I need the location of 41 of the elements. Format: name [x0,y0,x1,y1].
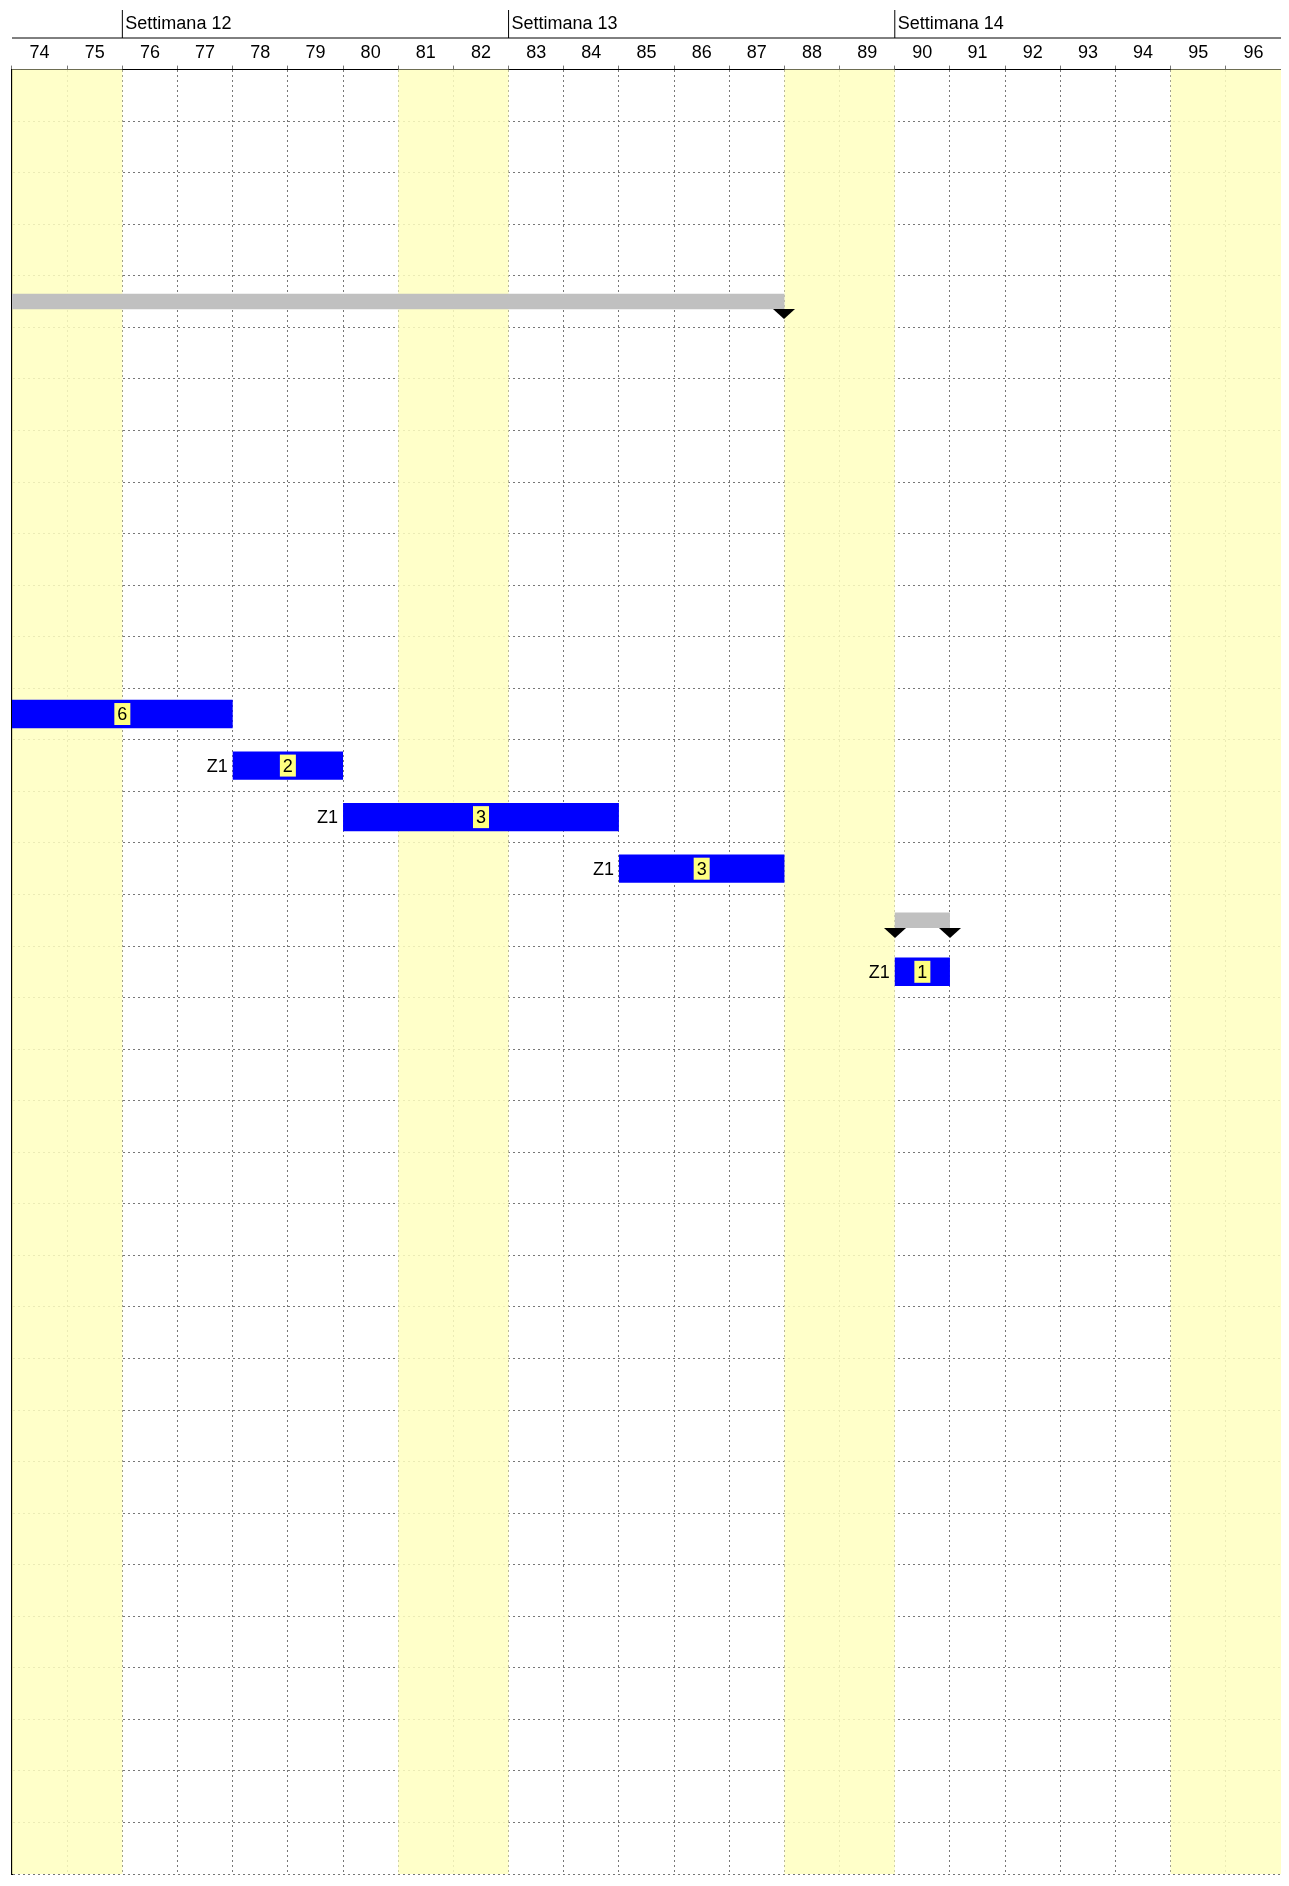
x-tick-label: 94 [1133,41,1154,62]
x-tick-label: 81 [415,41,436,62]
x-tick-label: 76 [139,41,160,62]
x-tick-label: 88 [802,41,823,62]
x-tick-label: 85 [636,41,657,62]
x-tick-label: 77 [195,41,216,62]
annotation: Z1 [317,807,339,828]
annotation: 3 [475,807,486,828]
x-tick-label: 90 [912,41,933,62]
text: Settimana 12 [125,12,232,33]
annotation: Z1 [206,755,228,776]
x-tick-label: 83 [526,41,547,62]
x-tick-label: 78 [250,41,271,62]
bar [12,293,785,310]
x-tick-label: 84 [581,41,602,62]
annotation: 1 [917,961,928,982]
annotation: Z1 [868,961,890,982]
text: Settimana 14 [897,12,1004,33]
annotation: Z1 [592,858,614,879]
x-tick-label: 75 [84,41,105,62]
bar [343,802,619,832]
x-tick-label: 95 [1188,41,1209,62]
text: Settimana 13 [511,12,618,33]
bar [12,699,233,729]
x-tick-label: 89 [857,41,878,62]
x-tick-label: 91 [967,41,988,62]
x-tick-label: 96 [1243,41,1264,62]
x-tick-label: 74 [29,41,50,62]
x-tick-label: 79 [305,41,326,62]
annotation: 2 [282,755,293,776]
x-tick-label: 86 [691,41,712,62]
x-tick-label: 93 [1077,41,1098,62]
bar [232,751,344,780]
annotation: 3 [696,858,707,879]
bar [618,854,785,883]
annotation: 6 [117,704,128,724]
x-tick-label: 87 [746,41,767,62]
bar [894,912,950,928]
x-tick-label: 92 [1022,41,1043,62]
x-tick-label: 80 [360,41,381,62]
x-tick-label: 82 [470,41,491,62]
